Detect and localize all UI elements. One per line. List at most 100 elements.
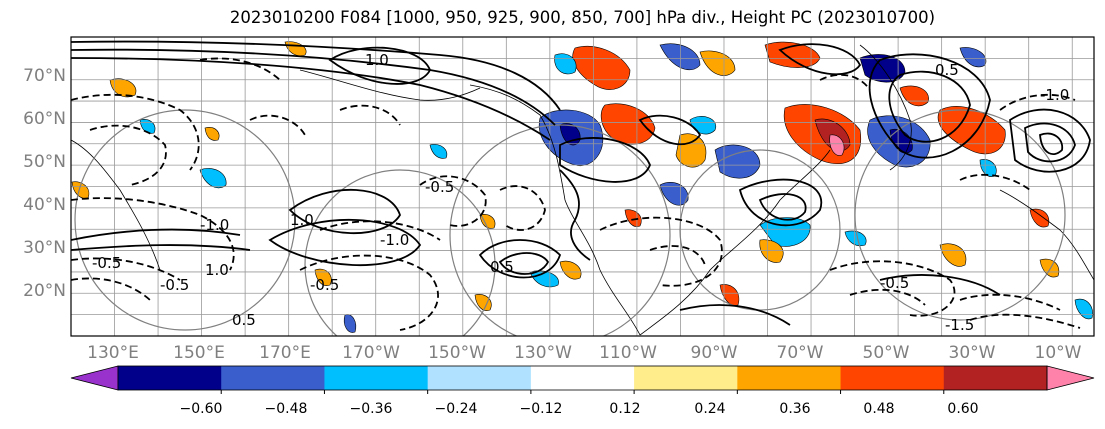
lat-label: 40°N [23, 195, 66, 215]
contour-label: -1.0 [200, 216, 229, 234]
contour-label: -0.5 [310, 276, 339, 294]
colorbar-frame [117, 365, 1048, 391]
lon-label: 130°E [87, 343, 139, 363]
negative-shading [139, 119, 156, 134]
projection-arc [74, 109, 296, 331]
contour-label: -1.0 [380, 231, 409, 249]
colorbar-segment [840, 366, 945, 390]
colorbar-tick-label: 0.24 [694, 401, 726, 417]
negative-shading [659, 43, 701, 70]
contour-dashed [499, 185, 546, 231]
lon-label: 30°W [948, 343, 996, 363]
lat-label: 50°N [23, 152, 66, 172]
negative-shading [1074, 298, 1093, 320]
contour-dashed [599, 216, 723, 287]
contour-solid [71, 48, 556, 126]
positive-shading [675, 133, 707, 168]
negative-shading [844, 230, 867, 247]
coastline-europe [999, 189, 1094, 281]
colorbar-tick-label: −0.60 [179, 401, 223, 417]
negative-shading [343, 314, 357, 333]
contour-solid [778, 43, 862, 76]
map-title: 2023010200 F084 [1000, 950, 925, 900, 85… [229, 8, 936, 27]
contour-dashed [71, 197, 235, 271]
negative-shading [554, 53, 577, 75]
contour-solid [71, 244, 251, 251]
colorbar [70, 365, 1095, 394]
lon-label: 170°E [259, 343, 311, 363]
contour-label: -0.5 [92, 254, 121, 272]
colorbar-segment [634, 366, 738, 390]
contour-dashed [249, 114, 306, 136]
negative-shading [659, 181, 689, 206]
contour-labels: -0.5 -0.5 -1.0 -1.0 1.0 1.0 -0.5 1.0 0.5… [92, 51, 1069, 334]
contour-label: -1.5 [945, 316, 974, 334]
contour-dashed [299, 254, 439, 331]
coastline-arctic [299, 69, 481, 101]
lat-label: 60°N [23, 109, 66, 129]
coastlines [71, 44, 1094, 336]
projection-arc [449, 124, 671, 336]
positive-shading [939, 243, 967, 267]
contour-solid [71, 57, 551, 141]
contour-solid [559, 169, 591, 261]
contour-dashed [89, 124, 167, 186]
contour-dashed [829, 260, 956, 317]
colorbar-segment [118, 366, 222, 390]
positive-shading [699, 50, 736, 76]
colorbar-tick-label: 0.12 [609, 401, 641, 417]
colorbar-tick-label: −0.48 [264, 401, 308, 417]
lon-label: 130°W [514, 343, 572, 363]
contour-label: -0.5 [425, 178, 454, 196]
lon-label: 50°W [862, 343, 910, 363]
contour-solid [758, 193, 807, 221]
contour-solid [71, 40, 561, 111]
contour-solid [1024, 122, 1076, 163]
contour-dashed [71, 257, 181, 281]
colorbar-tick-label: 0.36 [779, 401, 811, 417]
positive-shading [479, 214, 496, 229]
contour-label: 1.0 [290, 211, 314, 229]
positive-shading [937, 106, 1006, 155]
colorbar-tick-label: 0.48 [863, 401, 895, 417]
contour-solid [879, 274, 1001, 296]
contour-solid [679, 304, 791, 326]
projection-arcs [74, 109, 1066, 336]
contour-label: 0.5 [935, 61, 959, 79]
colorbar-extend-high [1046, 365, 1095, 391]
contour-solid [328, 46, 431, 85]
contour-dashed [999, 93, 1076, 111]
coastline-greenland [859, 44, 912, 171]
lon-label: 150°W [428, 343, 486, 363]
contour-dashed [199, 57, 281, 81]
contour-solid [868, 53, 991, 159]
positive-shading [572, 45, 631, 90]
lon-label: 150°E [173, 343, 225, 363]
contour-dashed [71, 93, 200, 171]
colorbar-segment [221, 366, 325, 390]
contour-label: 1.0 [365, 51, 389, 69]
positive-shading [1029, 208, 1050, 228]
colorbar-tick-label: −0.12 [519, 401, 563, 417]
colorbar-segment [427, 366, 532, 390]
contour-solid [638, 114, 702, 146]
contour-solid [71, 228, 241, 241]
negative-shading [429, 144, 448, 159]
lon-label: 70°W [776, 343, 824, 363]
lat-label: 30°N [23, 238, 66, 258]
positive-shading [1039, 258, 1060, 278]
contour-label: 1.0 [205, 261, 229, 279]
lat-label: 70°N [23, 66, 66, 86]
colorbar-segment [324, 366, 429, 390]
contour-dashed [319, 220, 441, 241]
colorbar-extend-low [70, 365, 119, 391]
contour-dashed [959, 173, 1031, 191]
colorbar-segment [943, 366, 1048, 390]
contour-solid [559, 137, 651, 183]
contour-solid [478, 239, 562, 279]
contour-dashed [649, 245, 706, 266]
lon-label: 10°W [1034, 343, 1082, 363]
colorbar-tick-label: −0.24 [434, 401, 478, 417]
contour-solid [268, 219, 422, 266]
